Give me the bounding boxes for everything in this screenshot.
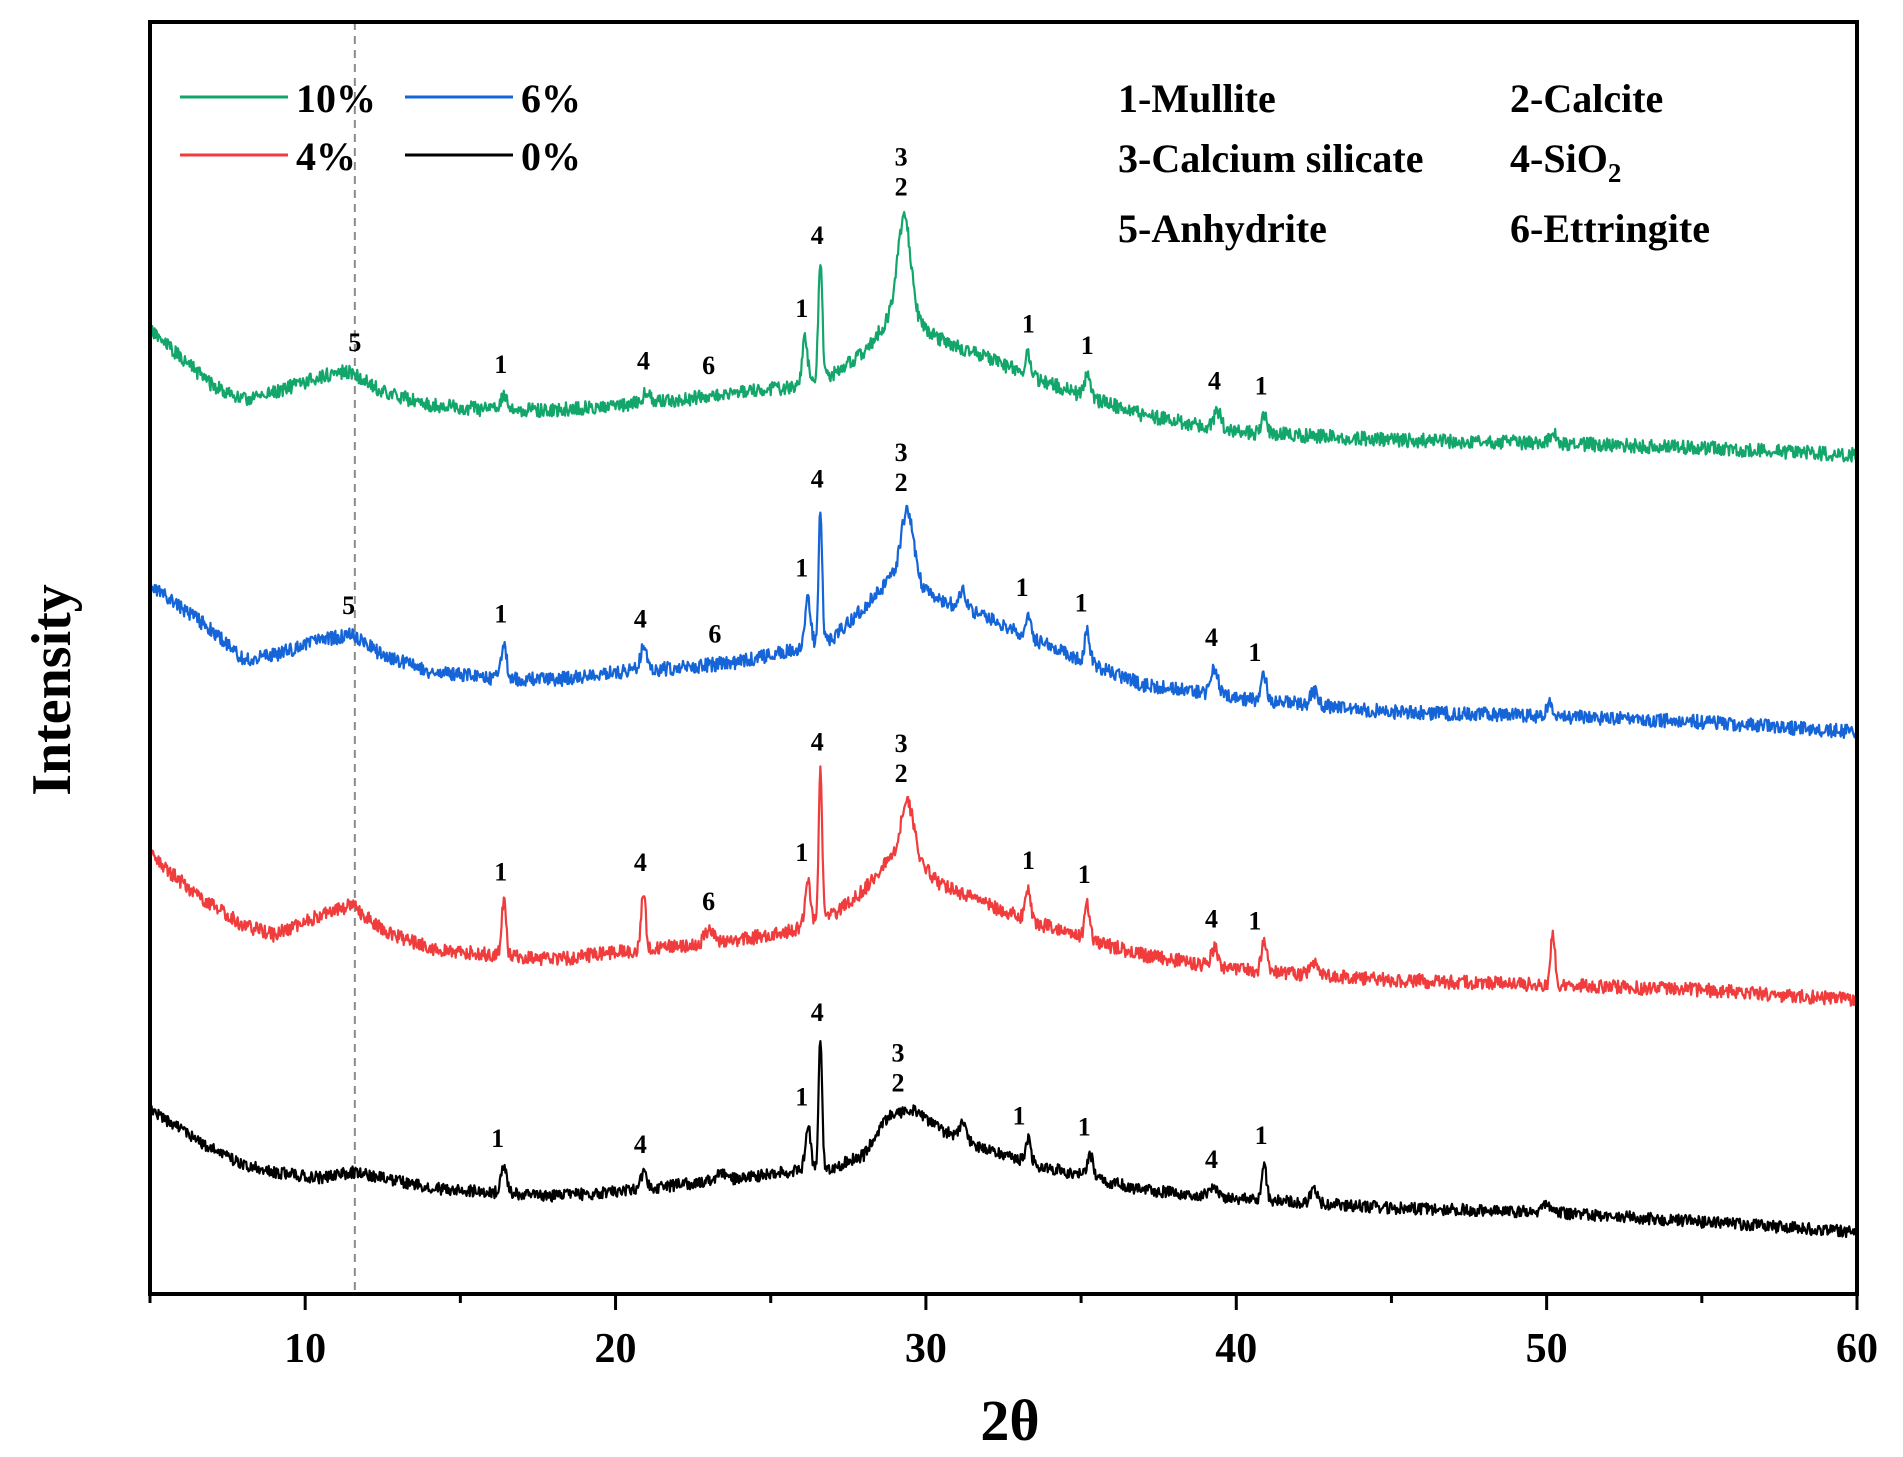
peak-label-10pct: 2 [895, 172, 908, 201]
peak-label-6pct: 4 [811, 465, 824, 494]
peak-label-0pct: 4 [811, 998, 824, 1027]
peak-label-0pct: 3 [891, 1039, 904, 1068]
peak-label-10pct: 1 [795, 294, 808, 323]
peak-label-6pct: 4 [1205, 623, 1218, 652]
peak-label-4pct: 4 [811, 728, 824, 757]
peak-label-10pct: 5 [348, 328, 361, 357]
x-tick-label: 60 [1836, 1326, 1878, 1372]
phase-key-5: 5-Anhydrite [1118, 206, 1327, 251]
legend-label-4: 4% [296, 134, 356, 179]
peak-label-6pct: 3 [895, 438, 908, 467]
peak-label-6pct: 6 [708, 620, 721, 649]
peak-label-4pct: 1 [1022, 846, 1035, 875]
peak-label-4pct: 6 [702, 887, 715, 916]
peak-label-0pct: 1 [795, 1082, 808, 1111]
phase-key-1: 1-Mullite [1118, 76, 1276, 121]
peak-label-10pct: 3 [895, 142, 908, 171]
peak-label-10pct: 4 [1208, 367, 1221, 396]
peak-label-10pct: 1 [1022, 309, 1035, 338]
peak-label-4pct: 3 [895, 729, 908, 758]
peak-label-6pct: 2 [895, 468, 908, 497]
peak-label-0pct: 1 [1078, 1112, 1091, 1141]
y-axis-label: Intensity [21, 584, 83, 796]
legend: 10% 6% 4% 0% [180, 76, 581, 179]
peak-label-6pct: 1 [494, 600, 507, 629]
x-tick-label: 10 [284, 1326, 326, 1372]
x-tick-label: 40 [1215, 1326, 1257, 1372]
series-line-4pct [148, 765, 1858, 1008]
legend-label-10: 10% [296, 76, 376, 121]
series-line-10pct [149, 210, 1859, 463]
x-axis-ticks: 10 20 30 40 50 60 [148, 1294, 1878, 1372]
legend-label-0: 0% [521, 134, 581, 179]
x-tick-label: 50 [1526, 1326, 1568, 1372]
phase-key-3: 3-Calcium silicate [1118, 136, 1424, 181]
peak-label-4pct: 1 [1078, 860, 1091, 889]
peak-label-10pct: 1 [494, 350, 507, 379]
peak-label-4pct: 1 [1248, 906, 1261, 935]
peak-label-0pct: 1 [1013, 1102, 1026, 1131]
peak-label-0pct: 2 [891, 1069, 904, 1098]
peak-label-0pct: 4 [634, 1130, 647, 1159]
phase-key: 1-Mullite 2-Calcite 3-Calcium silicate 4… [1118, 76, 1710, 251]
peak-label-10pct: 4 [637, 347, 650, 376]
peak-label-6pct: 1 [1248, 638, 1261, 667]
phase-key-2: 2-Calcite [1510, 76, 1663, 121]
series-layer [148, 210, 1859, 1239]
legend-label-6: 6% [521, 76, 581, 121]
peak-label-0pct: 1 [1255, 1121, 1268, 1150]
peak-label-6pct: 4 [634, 604, 647, 633]
peak-label-0pct: 4 [1205, 1145, 1218, 1174]
peak-label-6pct: 1 [1016, 573, 1029, 602]
peak-label-0pct: 1 [491, 1124, 504, 1153]
x-axis-label: 2θ [980, 1388, 1039, 1453]
phase-key-4: 4-SiO2 [1510, 136, 1621, 188]
x-tick-label: 20 [595, 1326, 637, 1372]
peak-label-4pct: 1 [494, 858, 507, 887]
plot-frame [148, 20, 1859, 1296]
series-line-6pct [148, 504, 1858, 739]
peak-label-10pct: 6 [702, 351, 715, 380]
peak-label-4pct: 2 [895, 759, 908, 788]
peak-label-10pct: 1 [1081, 331, 1094, 360]
peak-label-4pct: 4 [1205, 905, 1218, 934]
peak-label-6pct: 5 [342, 591, 355, 620]
peak-label-10pct: 1 [1255, 372, 1268, 401]
phase-key-6: 6-Ettringite [1510, 206, 1710, 251]
peak-label-10pct: 4 [811, 221, 824, 250]
peak-label-6pct: 1 [1075, 589, 1088, 618]
x-tick-label: 30 [905, 1326, 947, 1372]
series-line-0pct [149, 1040, 1858, 1239]
peak-label-6pct: 1 [795, 554, 808, 583]
peak-label-4pct: 1 [795, 838, 808, 867]
peak-label-4pct: 4 [634, 848, 647, 877]
